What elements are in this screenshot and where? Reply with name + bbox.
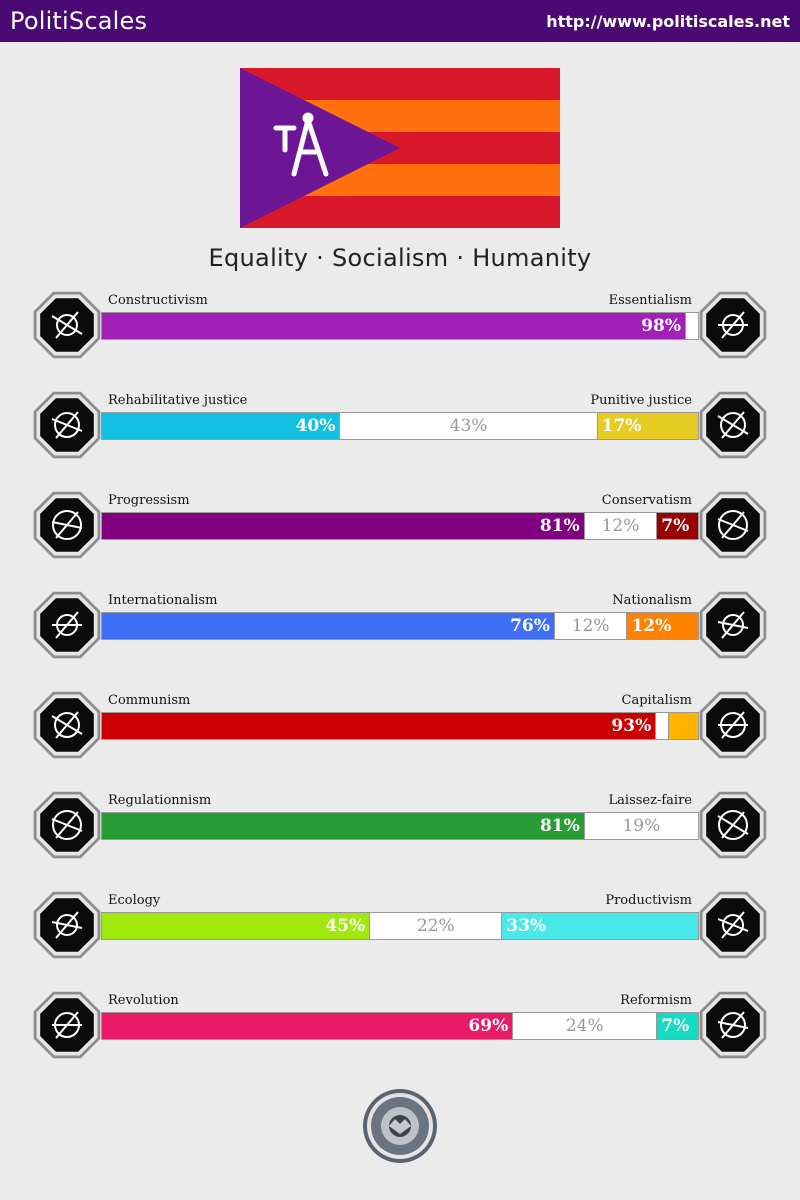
axis-left-segment: 98%: [102, 313, 687, 339]
fist-icon: [33, 991, 101, 1059]
axis-neutral-segment: 22%: [370, 913, 502, 939]
site-url-link[interactable]: http://www.politiscales.net: [546, 11, 790, 31]
axis-left-segment: 40%: [102, 413, 341, 439]
top-bar: PolitiScales http://www.politiscales.net: [0, 0, 800, 42]
rocket-icon: [33, 491, 101, 559]
axis-neutral-segment: 12%: [584, 513, 657, 539]
axis-bar: 69% 24% 7%: [101, 1012, 699, 1040]
axis-right-label: Conservatism: [601, 493, 692, 508]
axis-left-label: Regulationnism: [108, 793, 212, 808]
slogan: Equality · Socialism · Humanity: [208, 244, 592, 272]
butterfly-icon: [699, 791, 767, 859]
axis-neutral-segment: [656, 713, 669, 739]
axis-bar: 76% 12% 12%: [101, 612, 699, 640]
axis-left-label: Rehabilitative justice: [108, 393, 248, 408]
axis-left-segment: 76%: [102, 613, 555, 639]
axis-neutral-segment: 43%: [340, 413, 597, 439]
axis-row: Regulationnism Laissez-faire 81% 19%: [0, 788, 800, 868]
axis-row: Internationalism Nationalism 76% 12% 12%: [0, 588, 800, 668]
axis-left-segment: 81%: [102, 813, 585, 839]
axis-row: Rehabilitative justice Punitive justice 40…: [0, 388, 800, 468]
flower-icon: [699, 291, 767, 359]
prison-bars-icon: [699, 391, 767, 459]
axis-right-label: Laissez-faire: [608, 793, 692, 808]
globe-icon: [33, 591, 101, 659]
politiscales-seal-icon: [363, 1089, 437, 1163]
axis-left-segment: 93%: [102, 713, 657, 739]
hammer-sickle-icon: [33, 691, 101, 759]
axis-right-segment: 17%: [596, 413, 698, 439]
axis-neutral-segment: 24%: [513, 1013, 657, 1039]
axis-row: Communism Capitalism 93%: [0, 688, 800, 768]
axis-right-label: Reformism: [620, 993, 692, 1008]
axis-right-segment: 7%: [656, 1013, 698, 1039]
brand-title[interactable]: PolitiScales: [10, 7, 148, 35]
eye-grid-icon: [33, 291, 101, 359]
flag-icon: [699, 591, 767, 659]
axis-row: Revolution Reformism 69% 24% 7%: [0, 988, 800, 1068]
axis-bar: 40% 43% 17%: [101, 412, 699, 440]
axis-left-segment: 69%: [102, 1013, 514, 1039]
axis-right-label: Punitive justice: [590, 393, 692, 408]
axis-right-segment: 7%: [656, 513, 698, 539]
axis-right-segment: [668, 713, 698, 739]
axis-left-segment: 81%: [102, 513, 585, 539]
axis-right-segment: [686, 313, 698, 339]
ruler-icon: [33, 791, 101, 859]
axis-neutral-segment: 19%: [584, 813, 698, 839]
axis-bar: 81% 12% 7%: [101, 512, 699, 540]
axis-row: Constructivism Essentialism 98%: [0, 288, 800, 368]
axis-row: Progressism Conservatism 81% 12% 7%: [0, 488, 800, 568]
compass-hammer-icon: [273, 112, 329, 177]
axis-bar: 45% 22% 33%: [101, 912, 699, 940]
parliament-icon: [699, 991, 767, 1059]
axis-right-segment: 33%: [501, 913, 698, 939]
axis-bar: 93%: [101, 712, 699, 740]
axis-right-label: Productivism: [605, 893, 692, 908]
axis-bar: 98%: [101, 312, 699, 340]
gear-icon: [699, 891, 767, 959]
axis-right-label: Essentialism: [608, 293, 692, 308]
axis-left-label: Internationalism: [108, 593, 218, 608]
axis-right-label: Nationalism: [612, 593, 692, 608]
axis-bar: 81% 19%: [101, 812, 699, 840]
axis-row: Ecology Productivism 45% 22% 33%: [0, 888, 800, 968]
axis-right-segment: 12%: [626, 613, 698, 639]
axis-left-label: Ecology: [108, 893, 161, 908]
axis-neutral-segment: 12%: [554, 613, 627, 639]
sprout-icon: [33, 891, 101, 959]
axis-left-label: Communism: [108, 693, 191, 708]
quill-icon: [699, 491, 767, 559]
axis-left-segment: 45%: [102, 913, 371, 939]
axis-left-label: Revolution: [108, 993, 179, 1008]
handshake-icon: [33, 391, 101, 459]
axis-left-label: Progressism: [108, 493, 190, 508]
axis-right-label: Capitalism: [621, 693, 692, 708]
result-flag: [240, 68, 560, 228]
money-bag-icon: [699, 691, 767, 759]
axis-left-label: Constructivism: [108, 293, 208, 308]
